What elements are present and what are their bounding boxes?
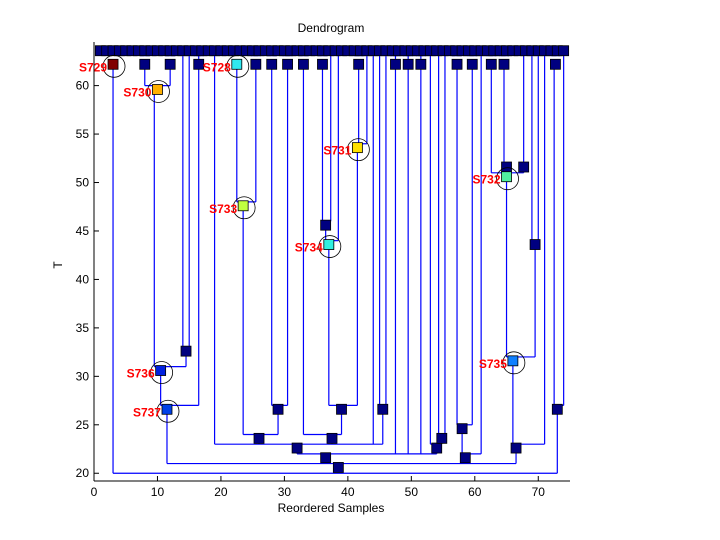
cluster-marker-s734 [323,239,335,250]
internal-node-marker [501,161,512,173]
cluster-label-s731: S731 [323,144,351,158]
subcluster-marker [298,58,309,70]
internal-node-marker [326,432,338,444]
cluster-highlight-circle [226,54,250,78]
internal-node-marker [529,239,541,250]
cluster-highlight-circle [150,361,174,384]
cluster-marker-s736 [155,365,167,376]
x-tick-label: 30 [278,485,292,499]
subcluster-marker [353,58,365,70]
y-tick-label: 20 [76,466,90,480]
subcluster-marker [164,58,176,70]
x-tick-label: 10 [151,485,165,499]
subcluster-marker [498,58,510,70]
cluster-highlight-circle [496,167,519,191]
internal-node-marker [332,462,344,473]
internal-node-marker [320,219,332,231]
subcluster-marker [139,58,151,70]
subcluster-marker [550,58,561,70]
cluster-highlight-circle [232,196,256,220]
cluster-label-s733: S733 [209,202,237,216]
y-tick-label: 35 [76,321,90,335]
y-axis-label: T [51,261,65,269]
cluster-label-s736: S736 [127,367,155,381]
cluster-label-s728: S728 [203,60,231,74]
chart-title: Dendrogram [298,21,365,35]
cluster-highlight-circle [147,80,170,103]
internal-node-marker [320,452,332,464]
cluster-marker-s728 [231,58,243,70]
internal-node-marker [253,432,265,444]
subcluster-marker [250,58,262,70]
cluster-highlight-circle [156,399,180,423]
subcluster-marker [402,58,414,70]
x-tick-label: 0 [91,485,98,499]
cluster-marker-s732 [501,171,512,183]
y-tick-label: 30 [76,369,90,383]
cluster-label-s732: S732 [473,173,501,187]
y-tick-label: 50 [76,176,90,190]
internal-node-marker [456,423,468,435]
cluster-label-s730: S730 [123,85,151,99]
subcluster-marker [485,58,497,70]
internal-node-marker [272,403,284,415]
cluster-highlight-circle [346,138,370,162]
cluster-marker-s730 [152,84,163,95]
internal-node-marker [180,345,192,357]
cluster-highlight-circle [102,54,126,78]
internal-node-marker [518,161,530,173]
internal-node-marker [436,432,448,444]
cluster-marker-s733 [237,200,249,212]
x-axis-label: Reordered Samples [278,501,385,515]
subcluster-marker [266,58,278,70]
internal-node-marker [459,452,471,464]
cluster-marker-s731 [351,142,363,154]
internal-node-marker [291,442,303,454]
cluster-marker-s737 [161,403,173,415]
subcluster-marker [193,58,205,70]
y-tick-label: 40 [76,272,90,286]
axes [93,42,570,482]
leaf-marker [558,45,570,57]
internal-node-marker [431,442,443,454]
subcluster-marker [282,58,293,70]
cluster-marker-s729 [107,58,119,70]
x-tick-label: 20 [214,485,228,499]
internal-node-marker [510,442,522,454]
cluster-highlight-circle [502,351,526,375]
x-tick-label: 50 [405,485,419,499]
x-tick-label: 40 [341,485,355,499]
x-tick-label: 70 [532,485,546,499]
subcluster-marker [317,58,328,70]
internal-node-marker [551,403,563,415]
y-tick-label: 60 [76,79,90,93]
x-tick-label: 60 [468,485,482,499]
subcluster-marker [390,58,401,70]
subcluster-marker [415,58,427,70]
ticks-layer: 0 10 20 30 40 50 60 70 20 25 30 35 40 45 50 55 60 [76,79,546,499]
subcluster-marker [466,58,478,70]
cluster-label-s737: S737 [133,405,161,419]
internal-node-marker [377,403,389,415]
cluster-label-s729: S729 [79,60,107,74]
y-tick-label: 25 [76,418,90,432]
internal-node-marker [336,403,347,415]
y-tick-label: 45 [76,224,90,238]
nodes-layer: S729 S730 S728 S733 S731 S734 S732 S735 S736 S737 [79,45,570,473]
y-tick-label: 55 [76,127,90,141]
cluster-label-s734: S734 [295,241,323,255]
cluster-label-s735: S735 [479,357,507,371]
cluster-marker-s735 [507,355,519,367]
cluster-highlight-circle [318,235,342,258]
subcluster-marker [451,58,463,70]
